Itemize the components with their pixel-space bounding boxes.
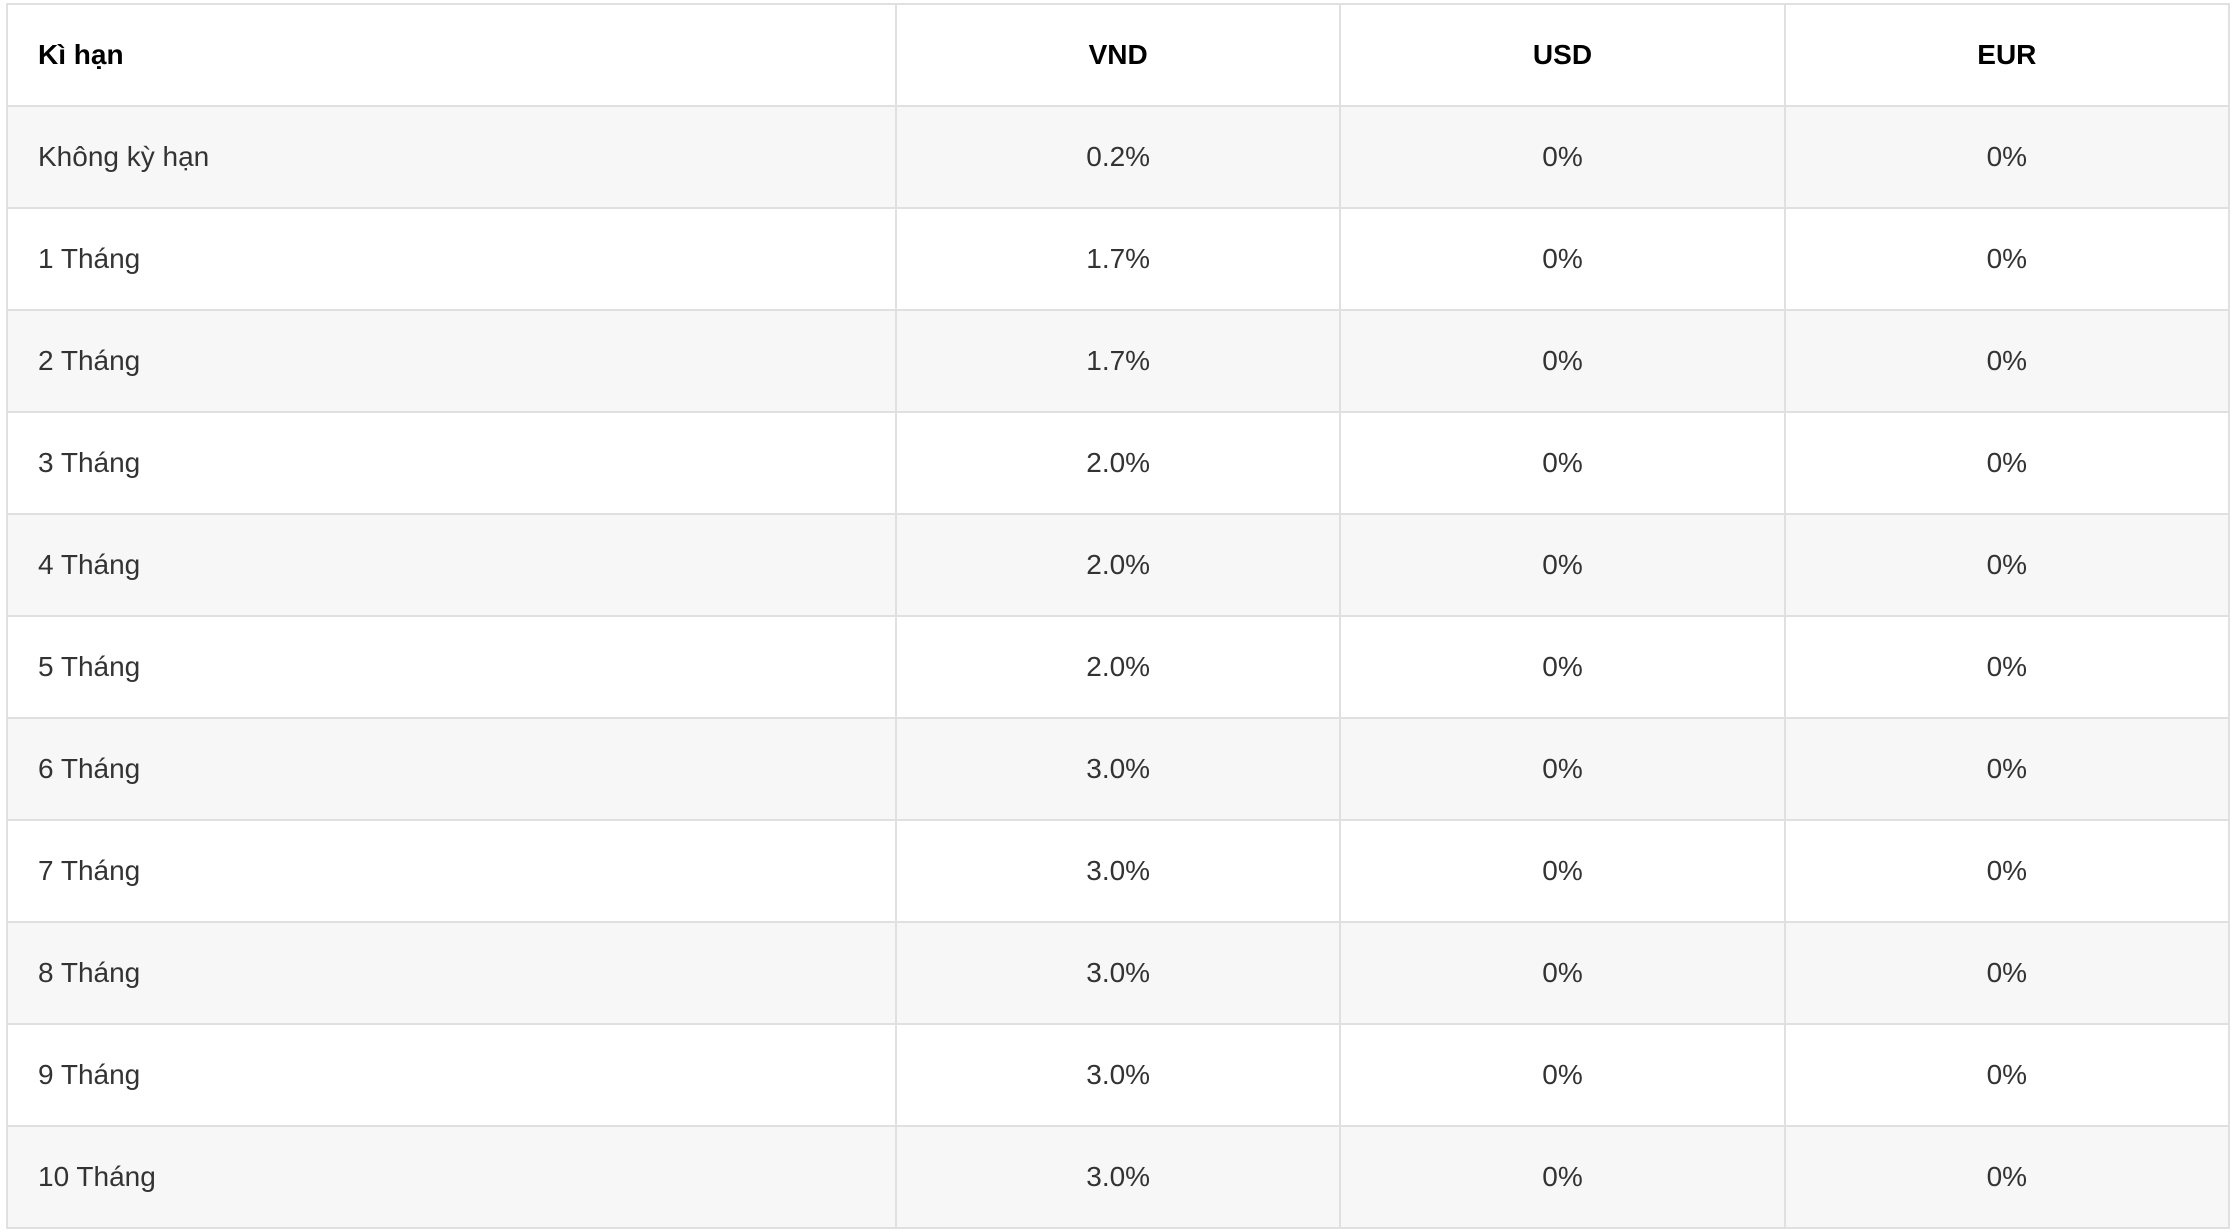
rate-cell: 0% bbox=[1339, 105, 1786, 209]
header-cell: VND bbox=[894, 3, 1342, 107]
rate-cell: 0% bbox=[1783, 309, 2231, 413]
header-cell: EUR bbox=[1783, 3, 2231, 107]
rate-cell: 0% bbox=[1339, 1023, 1786, 1127]
rate-cell: 1.7% bbox=[894, 309, 1342, 413]
rate-cell: 0% bbox=[1783, 921, 2231, 1025]
rate-cell: 0% bbox=[1783, 411, 2231, 515]
term-cell: Không kỳ hạn bbox=[6, 105, 897, 209]
table-row: 9 Tháng 3.0% 0% 0% bbox=[6, 1023, 2231, 1127]
table-row: 10 Tháng 3.0% 0% 0% bbox=[6, 1125, 2231, 1229]
rate-cell: 0% bbox=[1783, 1125, 2231, 1229]
rate-cell: 0% bbox=[1783, 717, 2231, 821]
rate-cell: 2.0% bbox=[894, 411, 1342, 515]
rate-cell: 0% bbox=[1339, 411, 1786, 515]
rate-cell: 3.0% bbox=[894, 717, 1342, 821]
rate-cell: 3.0% bbox=[894, 819, 1342, 923]
term-cell: 7 Tháng bbox=[6, 819, 897, 923]
rate-cell: 0% bbox=[1339, 309, 1786, 413]
rate-cell: 1.7% bbox=[894, 207, 1342, 311]
rate-cell: 0% bbox=[1783, 1023, 2231, 1127]
rate-cell: 0% bbox=[1783, 819, 2231, 923]
rate-cell: 2.0% bbox=[894, 615, 1342, 719]
term-cell: 3 Tháng bbox=[6, 411, 897, 515]
term-cell: 6 Tháng bbox=[6, 717, 897, 821]
rate-cell: 0% bbox=[1339, 921, 1786, 1025]
table-row: 7 Tháng 3.0% 0% 0% bbox=[6, 819, 2231, 923]
table-row: 3 Tháng 2.0% 0% 0% bbox=[6, 411, 2231, 515]
rate-cell: 0% bbox=[1783, 207, 2231, 311]
rate-cell: 3.0% bbox=[894, 921, 1342, 1025]
rate-cell: 3.0% bbox=[894, 1125, 1342, 1229]
rate-cell: 0.2% bbox=[894, 105, 1342, 209]
table-row: 6 Tháng 3.0% 0% 0% bbox=[6, 717, 2231, 821]
term-cell: 5 Tháng bbox=[6, 615, 897, 719]
table-row: 2 Tháng 1.7% 0% 0% bbox=[6, 309, 2231, 413]
rate-cell: 3.0% bbox=[894, 1023, 1342, 1127]
rate-cell: 0% bbox=[1339, 513, 1786, 617]
header-cell: USD bbox=[1339, 3, 1786, 107]
rate-cell: 0% bbox=[1783, 513, 2231, 617]
header-cell: Kì hạn bbox=[6, 3, 897, 107]
rate-table: Kì hạn VND USD EUR Không kỳ hạn 0.2% 0% 0% 1 Th… bbox=[6, 3, 2231, 1229]
table-body: Không kỳ hạn 0.2% 0% 0% 1 Tháng 1.7% 0% 0% 2 Thá… bbox=[6, 105, 2231, 1229]
header-row: Kì hạn VND USD EUR bbox=[6, 3, 2231, 107]
table-row: 1 Tháng 1.7% 0% 0% bbox=[6, 207, 2231, 311]
table-row: Không kỳ hạn 0.2% 0% 0% bbox=[6, 105, 2231, 209]
term-cell: 1 Tháng bbox=[6, 207, 897, 311]
rate-cell: 0% bbox=[1783, 615, 2231, 719]
rate-cell: 0% bbox=[1339, 207, 1786, 311]
table-row: 5 Tháng 2.0% 0% 0% bbox=[6, 615, 2231, 719]
rate-cell: 0% bbox=[1339, 615, 1786, 719]
rate-cell: 0% bbox=[1339, 819, 1786, 923]
term-cell: 9 Tháng bbox=[6, 1023, 897, 1127]
rate-cell: 0% bbox=[1339, 717, 1786, 821]
rate-cell: 0% bbox=[1339, 1125, 1786, 1229]
table-row: 4 Tháng 2.0% 0% 0% bbox=[6, 513, 2231, 617]
term-cell: 2 Tháng bbox=[6, 309, 897, 413]
table-row: 8 Tháng 3.0% 0% 0% bbox=[6, 921, 2231, 1025]
term-cell: 4 Tháng bbox=[6, 513, 897, 617]
rate-cell: 2.0% bbox=[894, 513, 1342, 617]
rate-cell: 0% bbox=[1783, 105, 2231, 209]
term-cell: 8 Tháng bbox=[6, 921, 897, 1025]
term-cell: 10 Tháng bbox=[6, 1125, 897, 1229]
